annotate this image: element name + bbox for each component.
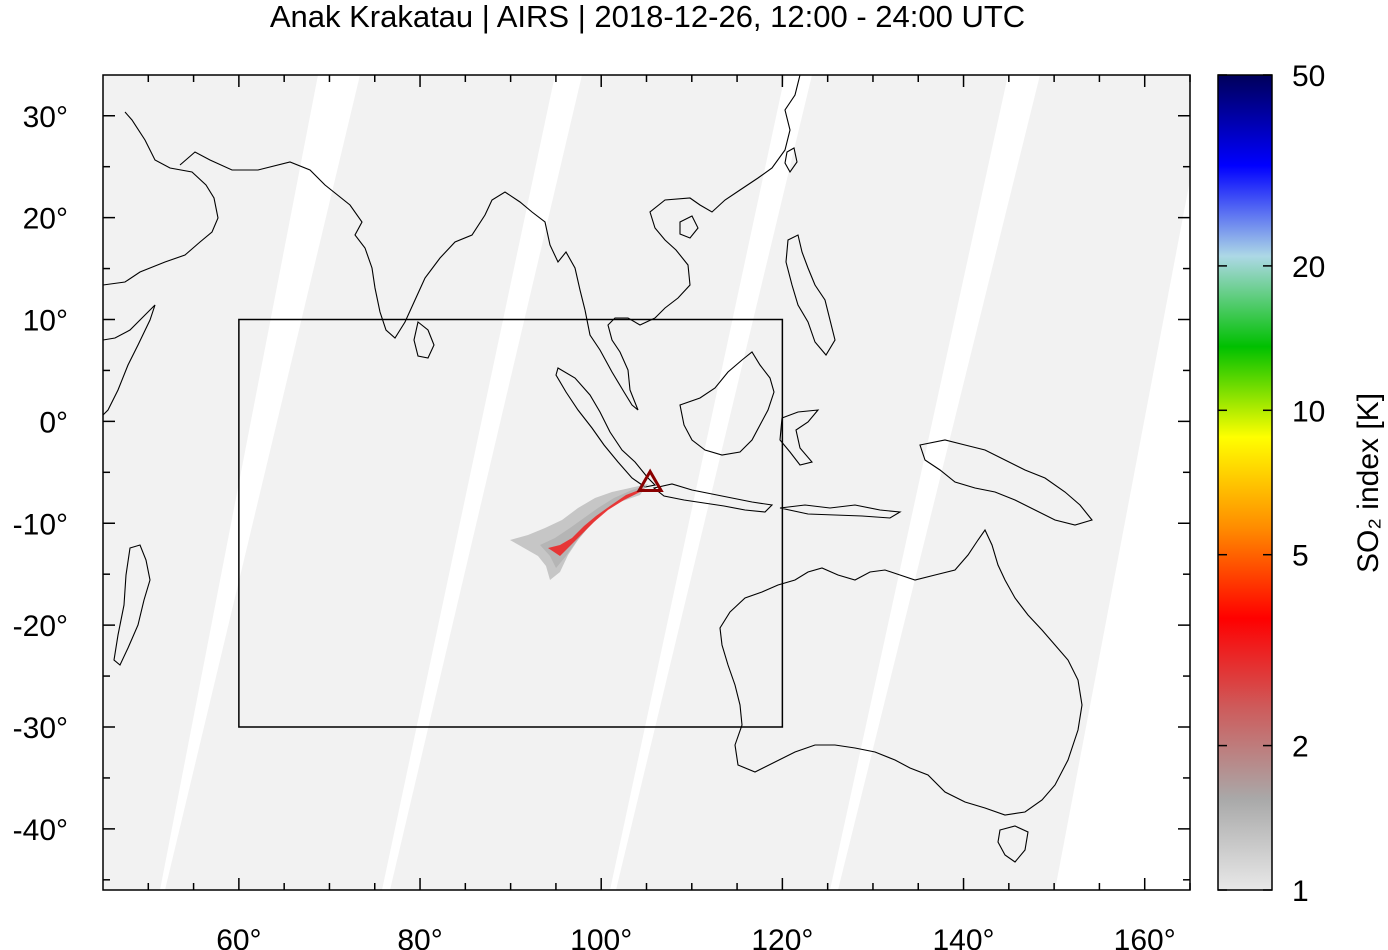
coastline-malay-peninsula [584, 309, 656, 411]
swath-3 [390, 75, 785, 890]
colorbar-tick-label: 10 [1292, 395, 1325, 428]
x-tick-label: 80° [397, 924, 442, 950]
y-tick-label: 30° [23, 101, 68, 134]
coastline-madagascar [113, 544, 151, 666]
coastline-indochina [649, 75, 801, 319]
colorbar-tick-label: 50 [1292, 60, 1325, 93]
swath-1 [103, 75, 318, 890]
swath-4 [616, 75, 1008, 890]
coastline-sumatra [555, 367, 657, 488]
colorbar-tick-label: 5 [1292, 540, 1309, 573]
y-tick-label: 20° [23, 203, 68, 236]
y-tick-label: 0° [39, 406, 68, 439]
map-title: Anak Krakatau | AIRS | 2018-12-26, 12:00… [269, 0, 1026, 34]
colorbar-title: SO₂ index [K] [1352, 393, 1385, 573]
coastlines [103, 75, 1093, 863]
region-box [238, 318, 784, 728]
x-tick-label: 100° [570, 924, 632, 950]
colorbar-tick-label: 1 [1292, 875, 1309, 908]
coastline-philippines [785, 234, 836, 356]
so2-plume [510, 484, 648, 580]
coastline-india [179, 151, 586, 339]
colorbar-tick-label: 20 [1292, 251, 1325, 284]
y-tick-label: -10° [13, 508, 68, 541]
x-tick-label: 140° [933, 924, 995, 950]
swath-5 [838, 75, 1190, 890]
swath-2 [165, 75, 555, 890]
y-tick-label: 10° [23, 305, 68, 338]
coastline-australia [719, 528, 1083, 816]
volcano-marker-triangle [636, 468, 664, 493]
coastline-srilanka [413, 321, 435, 359]
colorbar-ticks [1218, 74, 1272, 891]
y-axis-labels: 30° 20° 10° 0° -10° -20° -30° -40° [13, 101, 68, 847]
coastline-hainan [679, 215, 699, 239]
x-tick-label: 120° [751, 924, 813, 950]
y-tick-label: -40° [13, 814, 68, 847]
x-axis-labels: 60° 80° 100° 120° 140° 160° [216, 924, 1176, 950]
axis-ticks [103, 75, 1191, 890]
coastline-taiwan [784, 147, 798, 174]
x-tick-label: 160° [1114, 924, 1176, 950]
colorbar [1217, 74, 1273, 891]
y-tick-label: -30° [13, 712, 68, 745]
coastline-tasmania [997, 825, 1029, 863]
coastline-borneo [679, 351, 775, 456]
coastline-new-guinea [919, 439, 1093, 526]
coastline-arabia [103, 111, 219, 286]
coastline-java [652, 483, 774, 513]
coastline-lesser-sunda [779, 504, 902, 519]
coastline-africa-east [103, 304, 156, 416]
colorbar-tick-labels: 50 20 10 5 2 1 [1292, 60, 1325, 908]
x-tick-label: 60° [216, 924, 261, 950]
y-tick-label: -20° [13, 610, 68, 643]
satellite-swaths [103, 75, 1190, 890]
coastline-sulawesi [779, 409, 820, 466]
colorbar-tick-label: 2 [1292, 731, 1309, 764]
plume-core [548, 488, 644, 556]
